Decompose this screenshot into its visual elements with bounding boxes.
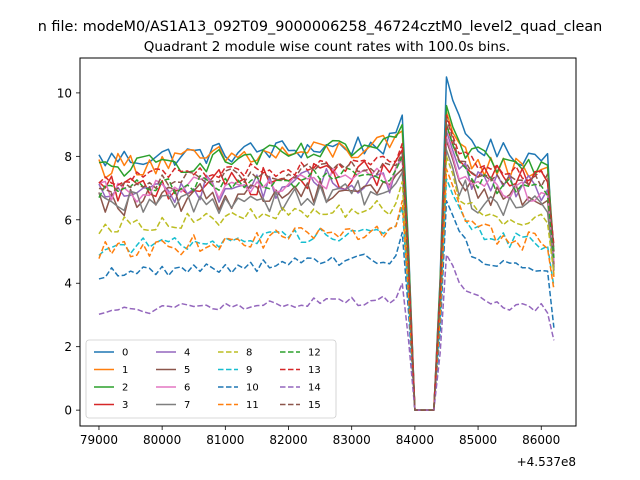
x-tick-label: 79000 <box>80 433 118 447</box>
legend-label-8: 8 <box>246 348 252 359</box>
x-tick-label: 86000 <box>522 433 560 447</box>
legend-label-15: 15 <box>308 400 321 411</box>
x-tick-label: 83000 <box>333 433 371 447</box>
x-tick-label: 80000 <box>143 433 181 447</box>
series-layer <box>98 76 555 411</box>
legend-label-11: 11 <box>246 400 259 411</box>
x-tick-label: 81000 <box>206 433 244 447</box>
y-tick-label: 2 <box>64 340 72 354</box>
series-line-4 <box>98 130 555 411</box>
y-tick-label: 0 <box>64 404 72 418</box>
series-line-15 <box>98 117 555 411</box>
legend-label-13: 13 <box>308 365 321 376</box>
series-line-12 <box>98 123 555 411</box>
legend-label-0: 0 <box>122 348 128 359</box>
legend-label-2: 2 <box>122 383 128 394</box>
legend-label-14: 14 <box>308 383 321 394</box>
legend-label-1: 1 <box>122 365 128 376</box>
figure-suptitle: n file: modeM0/AS1A13_092T09_9000006258_… <box>38 19 603 35</box>
legend-label-4: 4 <box>184 348 190 359</box>
legend-label-12: 12 <box>308 348 321 359</box>
legend-box <box>85 339 337 419</box>
y-tick-label: 8 <box>64 150 72 164</box>
legend-label-5: 5 <box>184 365 190 376</box>
legend-label-7: 7 <box>184 400 190 411</box>
y-axis: 0 2 4 6 8 10 <box>57 86 80 418</box>
series-line-14 <box>98 253 555 411</box>
x-tick-label: 85000 <box>459 433 497 447</box>
x-tick-label: 82000 <box>269 433 307 447</box>
plot-area: 79000 80000 81000 82000 83000 84000 85000 86000… <box>57 57 577 469</box>
series-line-11 <box>98 168 555 411</box>
legend-label-10: 10 <box>246 383 259 394</box>
y-tick-label: 6 <box>64 213 72 227</box>
series-line-8 <box>98 155 555 411</box>
x-axis-offset-label: +4.537e8 <box>517 455 576 469</box>
axes-frame <box>79 57 577 427</box>
legend-label-9: 9 <box>246 365 252 376</box>
series-line-2 <box>98 104 555 411</box>
series-line-7 <box>98 149 555 411</box>
x-axis: 79000 80000 81000 82000 83000 84000 85000 86000 <box>80 426 560 447</box>
chart-title: Quadrant 2 module wise count rates with … <box>144 39 510 55</box>
x-tick-label: 84000 <box>396 433 434 447</box>
y-tick-label: 4 <box>64 277 72 291</box>
y-tick-label: 10 <box>57 86 72 100</box>
series-line-6 <box>98 136 555 411</box>
series-line-10 <box>98 200 555 411</box>
series-line-13 <box>98 114 555 411</box>
legend-label-3: 3 <box>122 400 128 411</box>
legend-label-6: 6 <box>184 383 190 394</box>
